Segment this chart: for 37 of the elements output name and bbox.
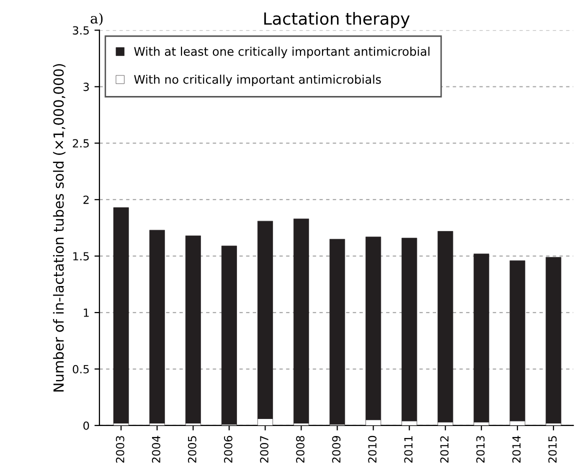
y-tick-label: 1.5 xyxy=(73,252,89,260)
y-tick-label: 0 xyxy=(83,421,89,430)
chart-title: Lactation therapy xyxy=(264,12,410,28)
legend-label: With no critically important antimicrobials xyxy=(134,74,381,86)
text: a) xyxy=(90,12,103,26)
x-tick-label: 2006 xyxy=(224,436,232,463)
x-tick-label: 2010 xyxy=(368,436,377,463)
y-tick-label: 3.5 xyxy=(72,26,89,35)
bar xyxy=(294,218,309,424)
x-tick-label: 2007 xyxy=(260,436,268,463)
y-tick-label: 2.5 xyxy=(72,139,89,148)
bar xyxy=(474,254,490,422)
x-tick-label: 2008 xyxy=(296,436,304,463)
bar xyxy=(438,231,454,422)
x-tick-label: 2014 xyxy=(512,436,521,463)
x-tick-label: 2005 xyxy=(188,436,196,463)
y-tick-label: 1 xyxy=(84,308,89,317)
x-tick-label: 2003 xyxy=(116,436,124,463)
bar xyxy=(330,238,346,425)
x-tick-label: 2013 xyxy=(476,436,485,463)
bar xyxy=(113,207,129,424)
bar xyxy=(546,257,562,424)
x-tick-label: 2012 xyxy=(440,436,449,463)
x-tick-label: 2009 xyxy=(332,436,340,463)
legend-label: With at least one critically important antimicrobial xyxy=(134,46,430,58)
bar xyxy=(185,236,201,424)
x-tick-label: 2004 xyxy=(152,436,160,463)
bar xyxy=(221,246,237,425)
bar xyxy=(402,238,418,422)
x-tick-label: 2011 xyxy=(404,436,413,463)
y-tick-label: 0.5 xyxy=(72,364,89,374)
bar xyxy=(510,260,526,422)
y-tick-label: 3 xyxy=(84,82,89,92)
bar xyxy=(149,230,165,424)
y-axis-title: Number of in-lactation tubes sold (×1,000,000) xyxy=(53,64,66,392)
y-tick-label: 2 xyxy=(83,196,89,204)
x-tick-label: 2015 xyxy=(548,436,557,463)
